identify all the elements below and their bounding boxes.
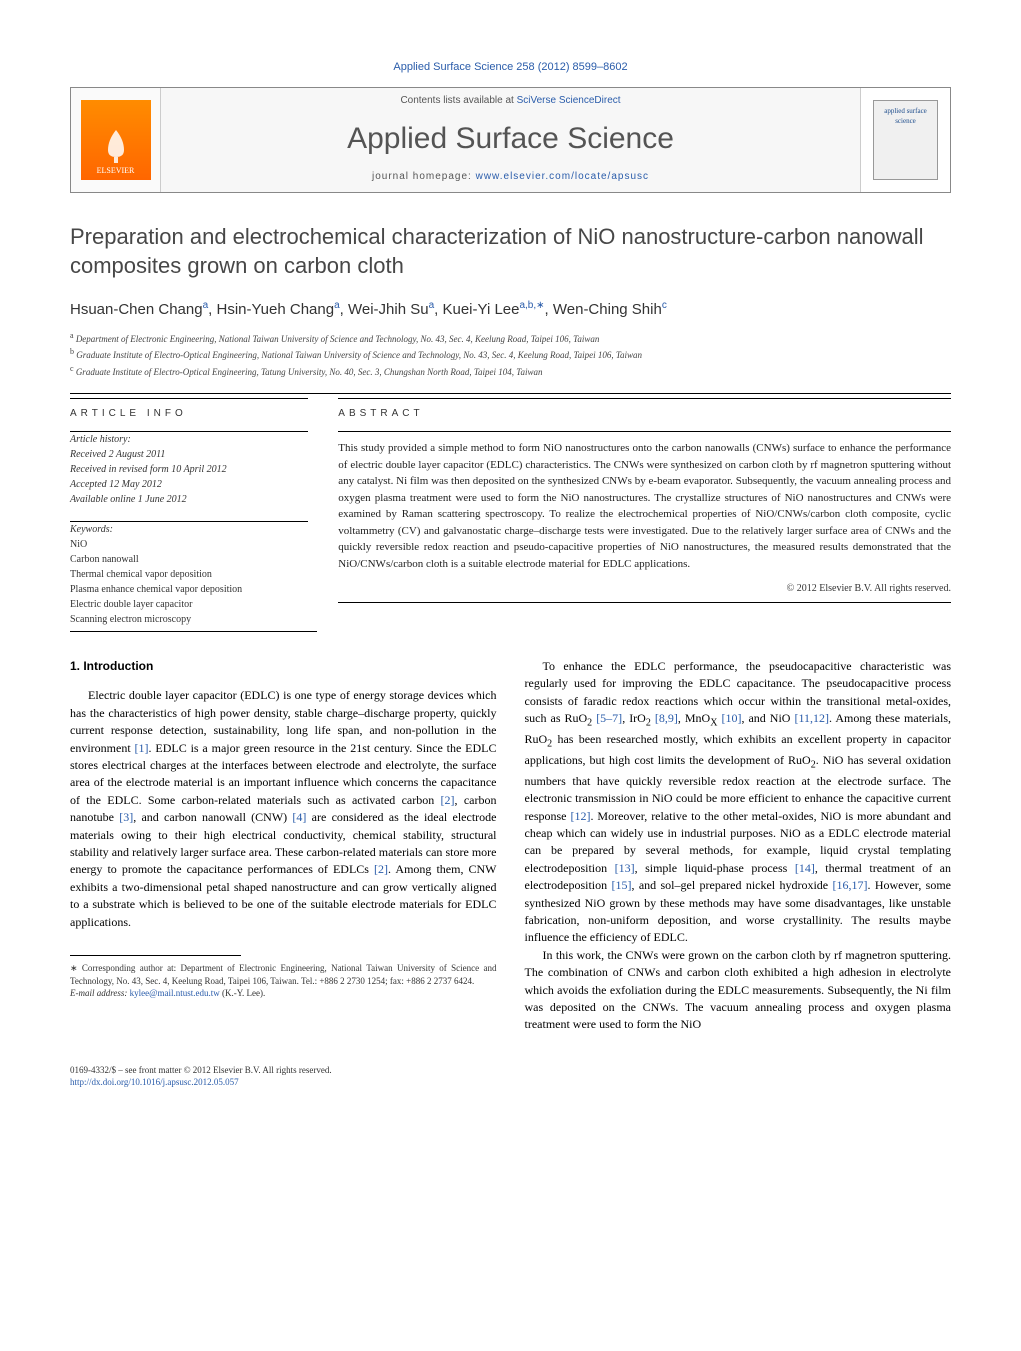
contents-line: Contents lists available at SciVerse Sci… [161, 88, 860, 110]
homepage-prefix: journal homepage: [372, 171, 476, 182]
keyword: Scanning electron microscopy [70, 612, 308, 627]
doi-link[interactable]: http://dx.doi.org/10.1016/j.apsusc.2012.… [70, 1077, 239, 1087]
affil-sup: a [70, 331, 74, 340]
body-paragraph: Electric double layer capacitor (EDLC) i… [70, 687, 497, 930]
affil-text: Graduate Institute of Electro-Optical En… [76, 350, 642, 360]
divider [70, 631, 317, 632]
affiliation-a: a Department of Electronic Engineering, … [70, 330, 951, 347]
history-online: Available online 1 June 2012 [70, 492, 308, 507]
abstract-label: ABSTRACT [338, 399, 951, 421]
header-bar: ELSEVIER Contents lists available at Sci… [70, 87, 951, 193]
sciencedirect-link[interactable]: SciVerse ScienceDirect [517, 95, 621, 106]
affil-sup: b [70, 347, 74, 356]
header-center: Contents lists available at SciVerse Sci… [161, 88, 860, 192]
tree-icon [96, 125, 136, 165]
contents-prefix: Contents lists available at [400, 95, 516, 106]
keyword: Plasma enhance chemical vapor deposition [70, 582, 308, 597]
right-column: To enhance the EDLC performance, the pse… [525, 658, 952, 1034]
abstract-column: ABSTRACT This study provided a simple me… [338, 398, 951, 627]
article-title: Preparation and electrochemical characte… [70, 223, 951, 280]
section-heading: 1. Introduction [70, 658, 497, 675]
keywords-block: Keywords: NiO Carbon nanowall Thermal ch… [70, 522, 308, 627]
cover-box: applied surface science [860, 88, 950, 192]
cover-text: applied surface science [874, 107, 937, 127]
keyword: Electric double layer capacitor [70, 597, 308, 612]
keyword: NiO [70, 537, 308, 552]
divider [338, 602, 951, 603]
history-label: Article history: [70, 432, 308, 447]
issn-line: 0169-4332/$ – see front matter © 2012 El… [70, 1064, 332, 1077]
journal-header: Applied Surface Science 258 (2012) 8599–… [70, 60, 951, 75]
article-info-column: ARTICLE INFO Article history: Received 2… [70, 398, 308, 627]
affiliation-c: c Graduate Institute of Electro-Optical … [70, 363, 951, 380]
copyright-text: © 2012 Elsevier B.V. All rights reserved… [338, 582, 951, 596]
affil-sup: c [70, 364, 74, 373]
history-accepted: Accepted 12 May 2012 [70, 477, 308, 492]
article-info-label: ARTICLE INFO [70, 399, 308, 421]
history-received: Received 2 August 2011 [70, 447, 308, 462]
email-line: E-mail address: kylee@mail.ntust.edu.tw … [70, 987, 497, 1000]
corresponding-author-note: ∗ Corresponding author at: Department of… [70, 962, 497, 987]
publisher-logo-box: ELSEVIER [71, 88, 161, 192]
homepage-link[interactable]: www.elsevier.com/locate/apsusc [476, 171, 649, 182]
email-suffix: (K.-Y. Lee). [220, 988, 266, 998]
bottom-left: 0169-4332/$ – see front matter © 2012 El… [70, 1064, 332, 1089]
info-row: ARTICLE INFO Article history: Received 2… [70, 398, 951, 627]
left-column: 1. Introduction Electric double layer ca… [70, 658, 497, 1034]
footnote-divider [70, 955, 241, 956]
history-block: Article history: Received 2 August 2011 … [70, 432, 308, 507]
bottom-bar: 0169-4332/$ – see front matter © 2012 El… [70, 1064, 951, 1089]
footnotes: ∗ Corresponding author at: Department of… [70, 962, 497, 1000]
body-paragraph: In this work, the CNWs were grown on the… [525, 947, 952, 1034]
keyword: Carbon nanowall [70, 552, 308, 567]
history-revised: Received in revised form 10 April 2012 [70, 462, 308, 477]
body-paragraph: To enhance the EDLC performance, the pse… [525, 658, 952, 947]
body-columns: 1. Introduction Electric double layer ca… [70, 658, 951, 1034]
affil-text: Graduate Institute of Electro-Optical En… [76, 367, 543, 377]
elsevier-logo: ELSEVIER [81, 100, 151, 180]
affiliations: a Department of Electronic Engineering, … [70, 330, 951, 380]
affil-text: Department of Electronic Engineering, Na… [76, 334, 600, 344]
affiliation-b: b Graduate Institute of Electro-Optical … [70, 346, 951, 363]
divider [70, 393, 951, 394]
publisher-name: ELSEVIER [97, 165, 135, 176]
homepage-line: journal homepage: www.elsevier.com/locat… [161, 170, 860, 192]
authors-list: Hsuan-Chen Changa, Hsin-Yueh Changa, Wei… [70, 299, 951, 320]
keyword: Thermal chemical vapor deposition [70, 567, 308, 582]
email-link[interactable]: kylee@mail.ntust.edu.tw [130, 988, 220, 998]
journal-name: Applied Surface Science [161, 110, 860, 170]
email-label: E-mail address: [70, 988, 130, 998]
journal-cover-thumbnail: applied surface science [873, 100, 938, 180]
abstract-text: This study provided a simple method to f… [338, 432, 951, 572]
keywords-label: Keywords: [70, 522, 308, 537]
